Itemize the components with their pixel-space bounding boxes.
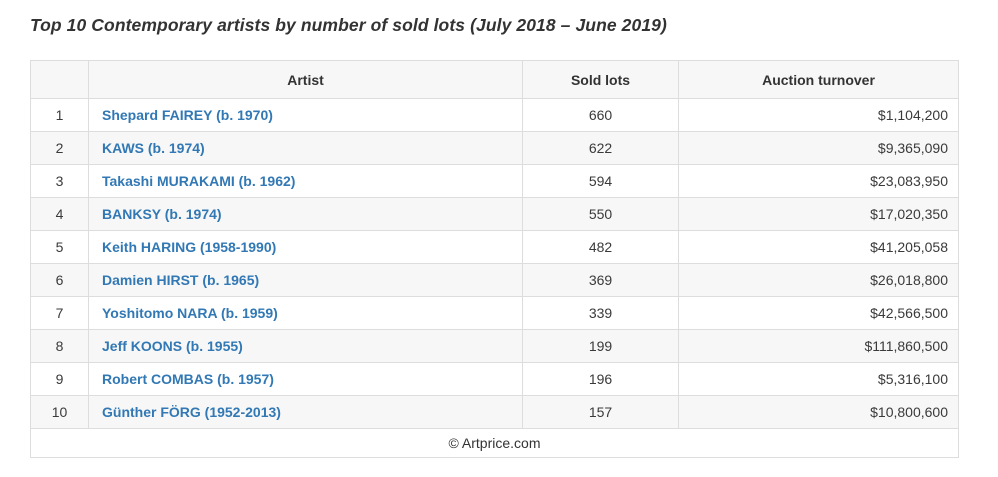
table-footer: © Artprice.com — [30, 428, 959, 458]
artist-link[interactable]: Yoshitomo NARA (b. 1959) — [102, 305, 278, 321]
sold-lots-cell: 482 — [522, 230, 679, 264]
header-sold-lots: Sold lots — [522, 60, 679, 99]
artist-cell: Günther FÖRG (1952-2013) — [88, 395, 523, 429]
table-row: 5 Keith HARING (1958-1990) 482 $41,205,058 — [30, 230, 959, 264]
table-footer-row: © Artprice.com — [30, 428, 959, 458]
table-row: 7 Yoshitomo NARA (b. 1959) 339 $42,566,500 — [30, 296, 959, 330]
table-row: 10 Günther FÖRG (1952-2013) 157 $10,800,600 — [30, 395, 959, 429]
artist-cell: Takashi MURAKAMI (b. 1962) — [88, 164, 523, 198]
artist-cell: Keith HARING (1958-1990) — [88, 230, 523, 264]
table-source-credit: © Artprice.com — [30, 428, 959, 458]
auction-turnover-cell: $41,205,058 — [678, 230, 959, 264]
table-row: 8 Jeff KOONS (b. 1955) 199 $111,860,500 — [30, 329, 959, 363]
auction-turnover-cell: $9,365,090 — [678, 131, 959, 165]
artist-link[interactable]: Jeff KOONS (b. 1955) — [102, 338, 243, 354]
artist-cell: Damien HIRST (b. 1965) — [88, 263, 523, 297]
artist-link[interactable]: Damien HIRST (b. 1965) — [102, 272, 260, 288]
rank-cell: 7 — [30, 296, 89, 330]
auction-turnover-cell: $5,316,100 — [678, 362, 959, 396]
auction-turnover-cell: $17,020,350 — [678, 197, 959, 231]
header-rank — [30, 60, 89, 99]
rank-cell: 8 — [30, 329, 89, 363]
sold-lots-cell: 369 — [522, 263, 679, 297]
sold-lots-cell: 550 — [522, 197, 679, 231]
artist-link[interactable]: Keith HARING (1958-1990) — [102, 239, 277, 255]
table-row: 4 BANKSY (b. 1974) 550 $17,020,350 — [30, 197, 959, 231]
sold-lots-cell: 660 — [522, 98, 679, 132]
table-body: 1 Shepard FAIREY (b. 1970) 660 $1,104,200 2 K… — [30, 98, 959, 429]
artist-cell: Yoshitomo NARA (b. 1959) — [88, 296, 523, 330]
artist-cell: Robert COMBAS (b. 1957) — [88, 362, 523, 396]
rank-cell: 4 — [30, 197, 89, 231]
artist-link[interactable]: Günther FÖRG (1952-2013) — [102, 404, 281, 420]
rank-cell: 6 — [30, 263, 89, 297]
header-auction-turnover: Auction turnover — [678, 60, 959, 99]
artist-link[interactable]: BANKSY (b. 1974) — [102, 206, 222, 222]
sold-lots-cell: 622 — [522, 131, 679, 165]
auction-turnover-cell: $10,800,600 — [678, 395, 959, 429]
artist-cell: Jeff KOONS (b. 1955) — [88, 329, 523, 363]
table-header-row: Artist Sold lots Auction turnover — [30, 60, 959, 99]
artist-cell: BANKSY (b. 1974) — [88, 197, 523, 231]
sold-lots-cell: 199 — [522, 329, 679, 363]
rank-cell: 5 — [30, 230, 89, 264]
page-title: Top 10 Contemporary artists by number of… — [30, 15, 667, 35]
rank-cell: 3 — [30, 164, 89, 198]
rank-cell: 10 — [30, 395, 89, 429]
auction-turnover-cell: $26,018,800 — [678, 263, 959, 297]
table-row: 6 Damien HIRST (b. 1965) 369 $26,018,800 — [30, 263, 959, 297]
auction-turnover-cell: $1,104,200 — [678, 98, 959, 132]
sold-lots-cell: 339 — [522, 296, 679, 330]
sold-lots-cell: 594 — [522, 164, 679, 198]
artist-link[interactable]: Takashi MURAKAMI (b. 1962) — [102, 173, 296, 189]
artist-link[interactable]: Shepard FAIREY (b. 1970) — [102, 107, 273, 123]
table-row: 1 Shepard FAIREY (b. 1970) 660 $1,104,200 — [30, 98, 959, 132]
artist-cell: Shepard FAIREY (b. 1970) — [88, 98, 523, 132]
table-header: Artist Sold lots Auction turnover — [30, 60, 959, 99]
sold-lots-cell: 196 — [522, 362, 679, 396]
auction-turnover-cell: $42,566,500 — [678, 296, 959, 330]
auction-turnover-cell: $23,083,950 — [678, 164, 959, 198]
table-row: 2 KAWS (b. 1974) 622 $9,365,090 — [30, 131, 959, 165]
header-artist: Artist — [88, 60, 523, 99]
table-row: 3 Takashi MURAKAMI (b. 1962) 594 $23,083,95… — [30, 164, 959, 198]
rank-cell: 1 — [30, 98, 89, 132]
rank-cell: 9 — [30, 362, 89, 396]
table-row: 9 Robert COMBAS (b. 1957) 196 $5,316,100 — [30, 362, 959, 396]
rank-cell: 2 — [30, 131, 89, 165]
artist-link[interactable]: KAWS (b. 1974) — [102, 140, 205, 156]
sold-lots-cell: 157 — [522, 395, 679, 429]
artist-link[interactable]: Robert COMBAS (b. 1957) — [102, 371, 274, 387]
artists-table: Artist Sold lots Auction turnover 1 Shepa… — [30, 60, 959, 458]
auction-turnover-cell: $111,860,500 — [678, 329, 959, 363]
artist-cell: KAWS (b. 1974) — [88, 131, 523, 165]
